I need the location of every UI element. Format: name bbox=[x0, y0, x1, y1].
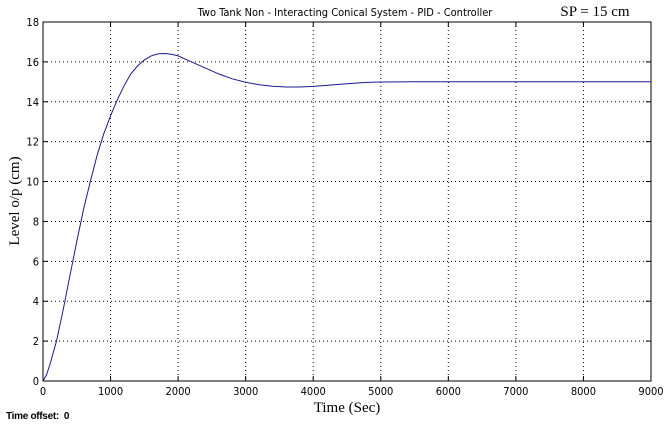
y-tick-label: 4 bbox=[33, 295, 39, 308]
x-tick-label: 5000 bbox=[368, 385, 393, 398]
x-tick-label: 8000 bbox=[571, 385, 596, 398]
plot-frame bbox=[42, 21, 652, 382]
x-tick-label: 3000 bbox=[233, 385, 258, 398]
grid bbox=[43, 22, 651, 381]
y-tick-label: 8 bbox=[33, 215, 39, 228]
y-tick-label: 10 bbox=[26, 176, 39, 189]
y-tick-label: 16 bbox=[26, 56, 39, 69]
y-tick-label: 18 bbox=[26, 16, 39, 29]
time-offset: Time offset: 0 bbox=[6, 411, 69, 422]
y-tick-label: 14 bbox=[26, 96, 39, 109]
chart-title: Two Tank Non - Interacting Conical Syste… bbox=[197, 6, 494, 19]
y-tick-label: 0 bbox=[33, 375, 39, 388]
y-tick-label: 2 bbox=[33, 335, 39, 348]
y-axis-label: Level o/p (cm) bbox=[7, 156, 23, 245]
x-tick-label: 1000 bbox=[98, 385, 123, 398]
x-tick-label: 9000 bbox=[638, 385, 663, 398]
y-axis: 0 2 4 6 8 10 12 14 16 18 bbox=[26, 16, 651, 388]
x-tick-label: 4000 bbox=[301, 385, 326, 398]
x-axis: 0 1000 2000 3000 4000 5000 6000 7000 8000 9000 bbox=[40, 22, 664, 398]
x-tick-label: 2000 bbox=[166, 385, 191, 398]
y-tick-label: 6 bbox=[33, 255, 39, 268]
time-offset-value: 0 bbox=[63, 411, 70, 422]
setpoint-annotation: SP = 15 cm bbox=[560, 4, 629, 20]
time-offset-label: Time offset: bbox=[6, 411, 59, 422]
y-tick-label: 12 bbox=[26, 136, 39, 149]
series-line-level bbox=[42, 52, 651, 382]
x-tick-label: 7000 bbox=[503, 385, 528, 398]
x-tick-label: 0 bbox=[40, 385, 46, 398]
x-tick-label: 6000 bbox=[436, 385, 461, 398]
x-axis-label: Time (Sec) bbox=[314, 400, 381, 416]
